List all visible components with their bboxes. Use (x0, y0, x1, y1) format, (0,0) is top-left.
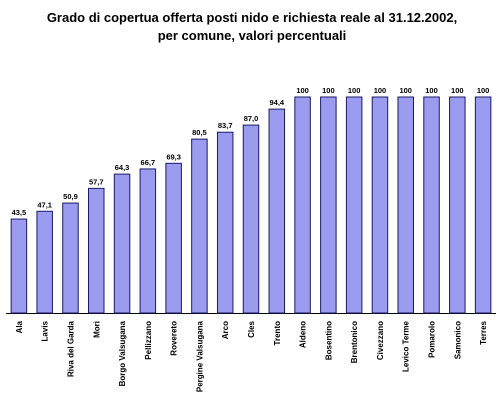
category-label-2: Riva del Garda (66, 320, 75, 377)
value-label-2: 50,9 (63, 192, 78, 201)
category-label-10: Trento (273, 321, 282, 346)
value-label-8: 83,7 (218, 121, 233, 130)
bar-10 (268, 108, 286, 314)
value-label-9: 87,0 (244, 114, 259, 123)
value-label-14: 100 (374, 86, 387, 95)
bar-5 (139, 168, 157, 314)
category-label-9: Cles (247, 320, 256, 337)
category-label-16: Pomarolo (428, 321, 437, 358)
category-label-7: Pergine Valsugana (195, 320, 204, 392)
value-label-12: 100 (322, 86, 335, 95)
category-label-12: Bosentino (324, 321, 333, 360)
bar-11 (294, 96, 311, 314)
bar-13 (345, 96, 363, 314)
value-label-10: 94,4 (269, 98, 284, 107)
value-label-11: 100 (296, 86, 309, 95)
bar-7 (191, 138, 208, 314)
bar-18 (474, 96, 492, 314)
bar-2 (62, 202, 79, 314)
bar-0 (10, 218, 28, 314)
category-label-18: Terres (479, 320, 488, 344)
category-label-3: Mori (92, 321, 101, 338)
bar-6 (165, 162, 182, 314)
category-label-6: Rovereto (170, 321, 179, 356)
bar-12 (320, 96, 337, 314)
category-label-11: Aldeno (299, 321, 308, 348)
bar-15 (397, 96, 414, 314)
value-label-1: 47,1 (37, 200, 52, 209)
bar-9 (242, 124, 260, 314)
bar-3 (88, 187, 105, 314)
value-label-18: 100 (477, 86, 490, 95)
value-label-16: 100 (425, 86, 438, 95)
bar-8 (216, 131, 234, 314)
value-label-15: 100 (399, 86, 412, 95)
category-label-4: Borgo Valsugana (118, 320, 127, 386)
bar-16 (423, 96, 440, 314)
category-label-8: Arco (221, 321, 230, 339)
bar-4 (113, 173, 131, 314)
value-label-5: 66,7 (141, 158, 156, 167)
value-label-17: 100 (451, 86, 464, 95)
plot-area: 43,5 Ala 47,1 Lavis 50,9 Riva del Garda 57,7 Mo… (6, 86, 496, 392)
category-label-14: Civezzano (376, 321, 385, 360)
bar-17 (449, 96, 466, 314)
value-label-4: 64,3 (115, 163, 130, 172)
category-label-13: Brentonico (350, 321, 359, 363)
value-label-6: 69,3 (166, 152, 181, 161)
value-label-3: 57,7 (89, 177, 104, 186)
chart-title-line-2: per comune, valori percentuali (158, 28, 347, 43)
category-label-5: Pellizzano (144, 321, 153, 360)
chart-title-line-1: Grado di copertua offerta posti nido e r… (47, 10, 457, 25)
category-label-0: Ala (15, 320, 24, 333)
value-label-13: 100 (348, 86, 361, 95)
bar-1 (36, 210, 53, 314)
category-label-15: Levico Terme (402, 320, 411, 372)
category-label-1: Lavis (41, 320, 50, 341)
bar-14 (371, 96, 389, 314)
category-label-17: Samonico (453, 321, 462, 359)
value-label-7: 80,5 (192, 128, 207, 137)
value-label-0: 43,5 (12, 208, 27, 217)
